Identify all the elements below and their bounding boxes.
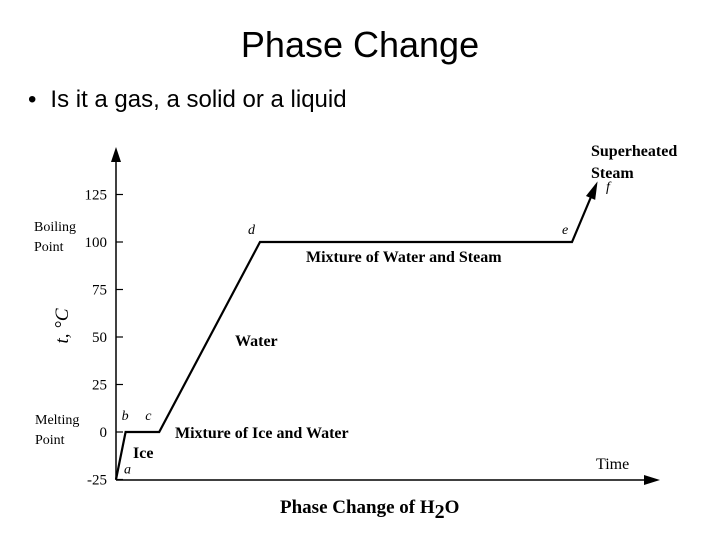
bullet-point: • Is it a gas, a solid or a liquid (28, 86, 347, 114)
bullet-dot-icon: • (28, 86, 37, 113)
y-axis-label: t, °C (52, 308, 73, 343)
melting-point-label-2: Point (35, 433, 65, 448)
y-tick-label: 125 (85, 188, 108, 204)
y-tick-label: 100 (85, 235, 108, 251)
point-label-b: b (122, 409, 129, 424)
water-label: Water (235, 333, 278, 350)
x-axis-label: Time (596, 456, 629, 473)
y-ticks: 125 100 75 50 25 0 -25 (85, 188, 123, 489)
y-tick-label: -25 (87, 473, 107, 489)
mixture-water-steam-label: Mixture of Water and Steam (306, 249, 502, 266)
chart-title-main: Phase Change of H (280, 497, 435, 518)
ice-label: Ice (133, 445, 153, 462)
chart-title-subscript: 2 (435, 501, 445, 523)
y-tick-label: 0 (100, 425, 108, 441)
boiling-point-label-2: Point (34, 240, 64, 255)
point-label-c: c (145, 409, 152, 424)
y-tick-label: 25 (92, 378, 107, 394)
y-tick-label: 75 (92, 283, 107, 299)
point-label-d: d (248, 223, 256, 238)
x-axis-arrow-icon (644, 475, 660, 485)
phase-line-series (114, 184, 598, 480)
phase-line-arrow-icon (585, 181, 598, 200)
mixture-ice-water-label: Mixture of Ice and Water (175, 425, 349, 442)
y-axis-arrow-icon (111, 147, 121, 162)
chart-title-end: O (445, 497, 460, 518)
point-labels: a b c d e f (122, 180, 612, 478)
point-label-a: a (124, 463, 131, 478)
point-label-e: e (562, 223, 568, 238)
superheated-steam-label-1: Superheated (591, 143, 677, 160)
y-tick-label: 50 (92, 330, 107, 346)
bullet-text: Is it a gas, a solid or a liquid (50, 86, 347, 113)
slide-title: Phase Change (240, 24, 480, 65)
point-label-f: f (606, 180, 612, 195)
chart-title: Phase Change of H2O (280, 497, 459, 523)
melting-point-label-1: Melting (35, 413, 79, 428)
boiling-point-label-1: Boiling (34, 220, 76, 235)
superheated-steam-label-2: Steam (591, 165, 634, 182)
